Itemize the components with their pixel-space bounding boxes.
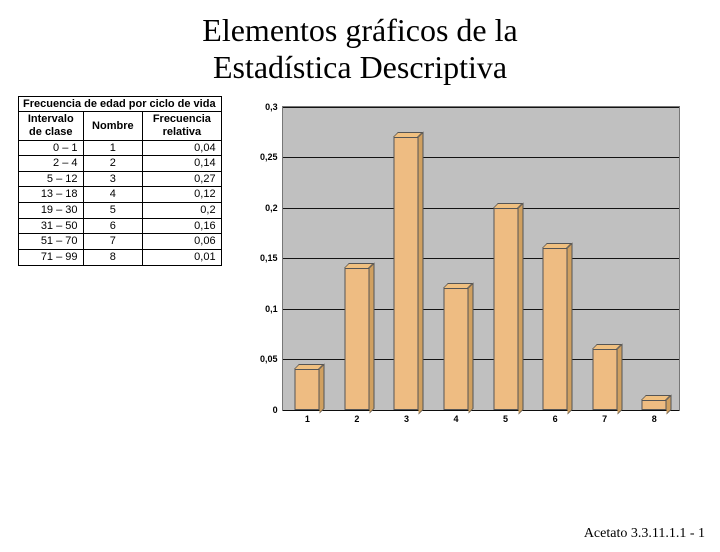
bar-front — [295, 369, 320, 409]
bar-side — [518, 202, 523, 414]
gridline — [283, 107, 679, 108]
x-tick-label: 7 — [602, 410, 607, 424]
table-row: 51 – 7070,06 — [19, 234, 222, 250]
data-table-wrap: Frecuencia de edad por ciclo de vida Int… — [18, 96, 222, 266]
bar-front — [592, 349, 617, 410]
x-tick-label: 8 — [652, 410, 657, 424]
y-tick-label: 0,2 — [265, 203, 283, 213]
gridline — [283, 309, 679, 310]
cell-freq: 0,12 — [143, 187, 221, 203]
col-header-interval: Intervalo de clase — [19, 112, 84, 140]
cell-name: 7 — [83, 234, 143, 250]
bar-front — [493, 208, 518, 410]
bar — [295, 369, 320, 409]
y-tick-label: 0,05 — [260, 354, 283, 364]
cell-interval: 13 – 18 — [19, 187, 84, 203]
content-row: Frecuencia de edad por ciclo de vida Int… — [0, 96, 720, 436]
gridline — [283, 258, 679, 259]
y-tick-label: 0,15 — [260, 253, 283, 263]
bar-front — [344, 268, 369, 409]
table-row: 5 – 1230,27 — [19, 171, 222, 187]
cell-name: 5 — [83, 203, 143, 219]
table-row: 2 – 420,14 — [19, 156, 222, 172]
bar-side — [369, 263, 374, 414]
bar — [493, 208, 518, 410]
cell-name: 2 — [83, 156, 143, 172]
page-title: Elementos gráficos de la Estadística Des… — [0, 12, 720, 86]
cell-interval: 2 – 4 — [19, 156, 84, 172]
table-row: 0 – 110,04 — [19, 140, 222, 156]
cell-freq: 0,04 — [143, 140, 221, 156]
y-tick-label: 0,1 — [265, 304, 283, 314]
bar — [543, 248, 568, 410]
bar-side — [568, 243, 573, 415]
bar-front — [394, 137, 419, 410]
bar-side — [320, 364, 325, 414]
bar-side — [469, 283, 474, 414]
bar — [592, 349, 617, 410]
bar — [444, 288, 469, 409]
bar — [394, 137, 419, 410]
cell-interval: 19 – 30 — [19, 203, 84, 219]
x-tick-label: 4 — [453, 410, 458, 424]
cell-freq: 0,01 — [143, 250, 221, 266]
y-tick-label: 0,3 — [265, 102, 283, 112]
cell-name: 6 — [83, 218, 143, 234]
table-row: 13 – 1840,12 — [19, 187, 222, 203]
bar — [642, 400, 667, 410]
cell-interval: 51 – 70 — [19, 234, 84, 250]
title-line-1: Elementos gráficos de la — [202, 12, 517, 48]
cell-freq: 0,06 — [143, 234, 221, 250]
table-row: 71 – 9980,01 — [19, 250, 222, 266]
cell-name: 3 — [83, 171, 143, 187]
x-tick-label: 1 — [305, 410, 310, 424]
table-caption: Frecuencia de edad por ciclo de vida — [19, 96, 222, 112]
y-tick-label: 0,25 — [260, 152, 283, 162]
cell-interval: 71 – 99 — [19, 250, 84, 266]
bar-side — [617, 344, 622, 415]
bar-side — [419, 131, 424, 414]
bar-side — [667, 394, 672, 414]
col-header-name: Nombre — [83, 112, 143, 140]
cell-freq: 0,16 — [143, 218, 221, 234]
table-row: 19 – 3050,2 — [19, 203, 222, 219]
cell-freq: 0,2 — [143, 203, 221, 219]
y-tick-label: 0 — [273, 405, 283, 415]
cell-name: 4 — [83, 187, 143, 203]
cell-interval: 0 – 1 — [19, 140, 84, 156]
x-tick-label: 5 — [503, 410, 508, 424]
bar-front — [444, 288, 469, 409]
frequency-table: Frecuencia de edad por ciclo de vida Int… — [18, 96, 222, 266]
cell-interval: 5 – 12 — [19, 171, 84, 187]
bar — [344, 268, 369, 409]
bar-front — [642, 400, 667, 410]
cell-interval: 31 – 50 — [19, 218, 84, 234]
x-tick-label: 2 — [354, 410, 359, 424]
bar-front — [543, 248, 568, 410]
gridline — [283, 208, 679, 209]
cell-freq: 0,14 — [143, 156, 221, 172]
gridline — [283, 157, 679, 158]
cell-freq: 0,27 — [143, 171, 221, 187]
x-tick-label: 3 — [404, 410, 409, 424]
table-row: 31 – 5060,16 — [19, 218, 222, 234]
x-tick-label: 6 — [553, 410, 558, 424]
cell-name: 8 — [83, 250, 143, 266]
plot-area: 00,050,10,150,20,250,312345678 — [282, 106, 680, 411]
bar-chart: 0 0,05 0,1 0,15 0,2 0,25 0,3 1 2 3 4 5 6 7 8 — [232, 96, 690, 436]
cell-name: 1 — [83, 140, 143, 156]
title-line-2: Estadística Descriptiva — [213, 49, 507, 85]
col-header-freq: Frecuencia relativa — [143, 112, 221, 140]
